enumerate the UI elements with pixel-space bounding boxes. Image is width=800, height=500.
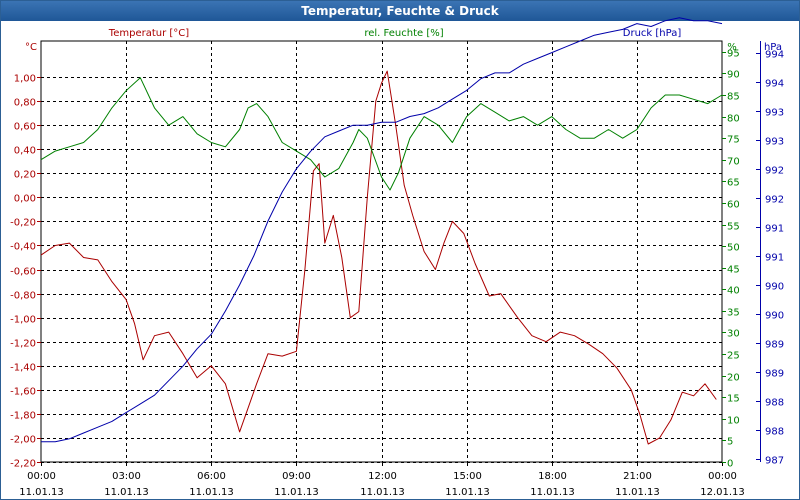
x-tick-time: 21:00: [623, 471, 652, 482]
temperature-tick-label: -1,20: [10, 339, 36, 350]
x-tick-time: 00:00: [708, 471, 737, 482]
humidity-tick-label: 50: [727, 243, 740, 254]
temperature-tick-label: 0,40: [14, 146, 36, 157]
humidity-tick-label: 35: [727, 308, 740, 319]
humidity-line: [40, 77, 723, 191]
temperature-tick-label: -2,00: [10, 435, 36, 446]
humidity-tick-label: 10: [727, 416, 740, 427]
pressure-tick-label: 990: [765, 282, 784, 293]
humidity-tick-label: 65: [727, 178, 740, 189]
legend-humidity: rel. Feuchte [%]: [364, 28, 443, 39]
pressure-tick-label: 994: [765, 50, 784, 61]
humidity-tick-label: 60: [727, 200, 740, 211]
temperature-tick-label: -1,00: [10, 315, 36, 326]
humidity-tick-label: 85: [727, 92, 740, 103]
humidity-tick-label: 80: [727, 114, 740, 125]
pressure-tick-label: 989: [765, 340, 784, 351]
temperature-tick-label: -0,80: [10, 291, 36, 302]
x-tick-time: 03:00: [112, 471, 141, 482]
temperature-tick-label: -0,20: [10, 218, 36, 229]
humidity-tick-label: 75: [727, 135, 740, 146]
pressure-tick-label: 988: [765, 427, 784, 438]
humidity-tick-label: 25: [727, 351, 740, 362]
temperature-tick-label: 0,80: [14, 98, 36, 109]
pressure-axis-unit: hPa: [764, 42, 782, 53]
temperature-tick-label: 1,00: [14, 74, 36, 85]
x-tick-date: 11.01.13: [189, 487, 234, 498]
temperature-tick-label: 0,20: [14, 170, 36, 181]
pressure-line: [41, 17, 723, 443]
humidity-tick-label: 15: [727, 394, 740, 405]
pressure-tick-label: 994: [765, 79, 784, 90]
humidity-tick-label: 5: [727, 437, 733, 448]
pressure-tick-label: 993: [765, 108, 784, 119]
grid: [40, 40, 723, 463]
x-tick-date: 11.01.13: [530, 487, 575, 498]
humidity-tick-label: 70: [727, 157, 740, 168]
pressure-tick-label: 991: [765, 253, 784, 264]
temperature-tick-label: 0,60: [14, 122, 36, 133]
x-tick-date: 11.01.13: [19, 487, 64, 498]
legend-temperature: Temperatur [°C]: [108, 28, 189, 39]
humidity-tick-label: 30: [727, 329, 740, 340]
x-tick-time: 15:00: [453, 471, 482, 482]
pressure-tick-label: 987: [765, 456, 784, 467]
pressure-tick-label: 992: [765, 166, 784, 177]
temperature-tick-label: -1,80: [10, 411, 36, 422]
pressure-tick-label: 992: [765, 195, 784, 206]
humidity-tick-label: 0: [727, 459, 733, 470]
x-tick-date: 11.01.13: [104, 487, 149, 498]
temperature-axis-unit: °C: [25, 42, 37, 53]
plot-border: [40, 40, 723, 463]
humidity-tick-label: 95: [727, 49, 740, 60]
x-tick-time: 12:00: [368, 471, 397, 482]
temperature-tick-label: -1,60: [10, 387, 36, 398]
humidity-tick-label: 90: [727, 70, 740, 81]
x-tick-time: 18:00: [538, 471, 567, 482]
series-lines: [40, 17, 723, 445]
x-tick-time: 09:00: [282, 471, 311, 482]
humidity-tick-label: 55: [727, 222, 740, 233]
temperature-line: [40, 70, 717, 445]
pressure-tick-label: 993: [765, 137, 784, 148]
temperature-tick-label: -1,40: [10, 363, 36, 374]
x-tick-date: 11.01.13: [274, 487, 319, 498]
x-tick-date: 12.01.13: [700, 487, 745, 498]
pressure-tick-label: 989: [765, 369, 784, 380]
x-tick-time: 00:00: [27, 471, 56, 482]
humidity-tick-label: 20: [727, 373, 740, 384]
x-tick-date: 11.01.13: [360, 487, 405, 498]
humidity-axis-unit: %: [727, 42, 737, 53]
temperature-tick-label: 0,00: [14, 194, 36, 205]
humidity-tick-label: 45: [727, 265, 740, 276]
pressure-tick-label: 990: [765, 311, 784, 322]
temperature-tick-label: -0,60: [10, 267, 36, 278]
x-tick-time: 06:00: [197, 471, 226, 482]
axes: 00:00 11.01.13 03:00 11.01.13 06:00 11.01.13 0…: [10, 41, 784, 498]
chart-title: Temperatur, Feuchte & Druck: [1, 1, 799, 21]
pressure-tick-label: 991: [765, 224, 784, 235]
temperature-tick-label: -2,20: [10, 459, 36, 470]
x-tick-date: 11.01.13: [445, 487, 490, 498]
x-tick-date: 11.01.13: [615, 487, 660, 498]
legend-pressure: Druck [hPa]: [623, 28, 682, 39]
temperature-tick-label: -0,40: [10, 242, 36, 253]
humidity-tick-label: 40: [727, 286, 740, 297]
pressure-tick-label: 988: [765, 398, 784, 409]
